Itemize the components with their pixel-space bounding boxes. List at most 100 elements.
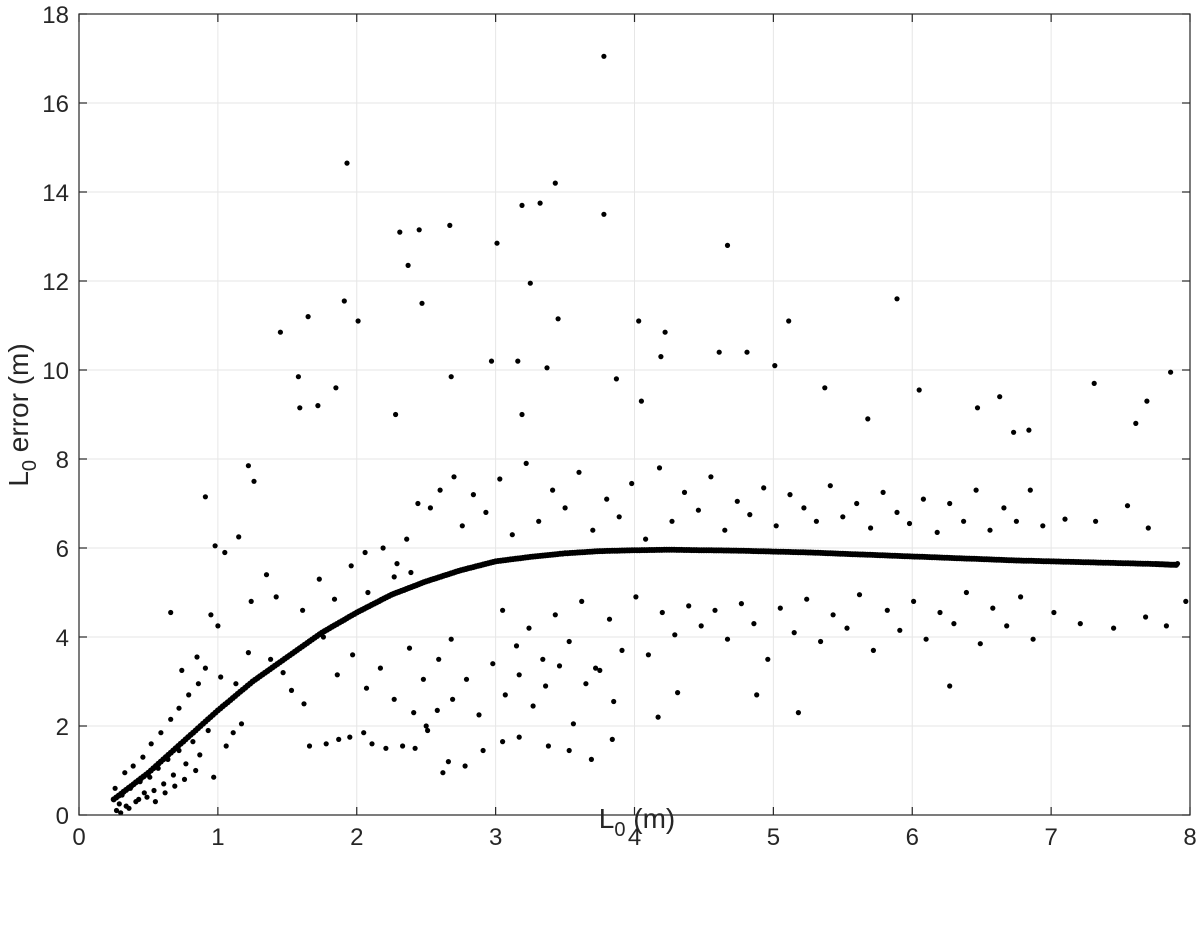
scatter-point [884, 607, 890, 613]
scatter-point [645, 652, 652, 658]
scatter-point [362, 549, 368, 556]
scatter-point [295, 374, 301, 380]
scatter-point [306, 743, 313, 749]
scatter-point [562, 505, 568, 511]
scatter-point [470, 492, 476, 498]
scatter-point [190, 739, 196, 745]
y-tick-label: 16 [42, 91, 69, 118]
scatter-point [434, 707, 440, 714]
scatter-point [1091, 380, 1097, 386]
scatter-point [170, 772, 176, 778]
scatter-point [1145, 525, 1151, 531]
scatter-point [393, 411, 399, 418]
scatter-point [963, 589, 970, 596]
scatter-point [990, 605, 996, 611]
scatter-point [865, 416, 871, 422]
scatter-point [233, 681, 239, 687]
scatter-point [974, 405, 981, 411]
grid-lines [78, 13, 1191, 816]
scatter-point [305, 314, 311, 320]
scatter-point [248, 598, 254, 605]
scatter-point [334, 672, 340, 678]
y-tick-label: 12 [42, 269, 69, 296]
scatter-point [450, 696, 456, 702]
scatter-point [420, 676, 426, 682]
scatter-point [448, 374, 454, 380]
x-tick-label: 8 [1183, 824, 1196, 851]
scatter-point [716, 349, 722, 355]
scatter-point [787, 492, 793, 498]
scatter-point [712, 607, 718, 613]
scatter-point [1077, 621, 1083, 627]
scatter-point [1040, 523, 1046, 529]
x-tick-label: 2 [350, 824, 363, 851]
x-tick-label: 0 [72, 824, 85, 851]
scatter-point [459, 523, 465, 529]
scatter-point [556, 663, 563, 669]
scatter-point [773, 523, 779, 529]
scatter-point [643, 536, 649, 542]
scatter-point [894, 296, 900, 302]
scatter-point [655, 714, 661, 720]
scatter-point [613, 376, 620, 382]
scatter-point [724, 242, 731, 248]
scatter-point [122, 770, 128, 776]
scatter-point [1011, 429, 1017, 435]
scatter-point [937, 609, 943, 616]
scatter-point [604, 496, 610, 502]
scatter-point [791, 630, 797, 636]
scatter-point [543, 683, 549, 689]
scatter-point [263, 572, 270, 578]
scatter-point [152, 799, 158, 805]
scatter-point [425, 727, 431, 734]
scatter-point [772, 363, 778, 369]
scatter-point [519, 411, 525, 418]
scatter-point [380, 545, 386, 551]
scatter-point [601, 211, 607, 217]
scatter-point [951, 621, 957, 627]
scatter-point [550, 487, 556, 493]
scatter-point [1001, 505, 1007, 511]
scatter-point [566, 747, 572, 754]
scatter-point [488, 358, 495, 364]
scatter-point [801, 505, 807, 511]
scatter-point [708, 474, 714, 480]
scatter-point [906, 520, 913, 527]
scatter-point [870, 647, 877, 654]
scatter-point [397, 229, 403, 235]
scatter-point [141, 790, 147, 796]
scatter-point [822, 385, 828, 391]
scatter-point [230, 730, 236, 736]
scatter-point [297, 405, 303, 411]
scatter-point [447, 222, 453, 228]
scatter-point [494, 240, 500, 246]
scatter-point [502, 692, 508, 698]
scatter-point [818, 638, 824, 645]
scatter-point [611, 698, 617, 705]
scatter-point [331, 596, 338, 602]
scatter-point [669, 518, 675, 524]
scatter-point [570, 721, 577, 727]
scatter-point [197, 752, 203, 758]
scatter-point [440, 770, 446, 776]
curve-point [1173, 561, 1180, 568]
scatter-point [215, 623, 221, 629]
scatter-point [497, 476, 503, 482]
scatter-point [911, 598, 917, 605]
scatter-point [500, 607, 506, 613]
x-tick-label: 5 [767, 824, 780, 851]
scatter-point [515, 358, 521, 364]
y-tick-label: 10 [42, 358, 69, 385]
scatter-point [636, 318, 642, 324]
scatter-point [408, 569, 414, 576]
scatter-point [212, 543, 218, 549]
scatter-point [754, 692, 760, 698]
x-tick-label: 7 [1044, 824, 1057, 851]
scatter-point [544, 365, 550, 371]
scatter-point [288, 687, 295, 694]
scatter-point [208, 612, 214, 618]
scatter-point [344, 160, 350, 166]
scatter-point [698, 623, 704, 629]
